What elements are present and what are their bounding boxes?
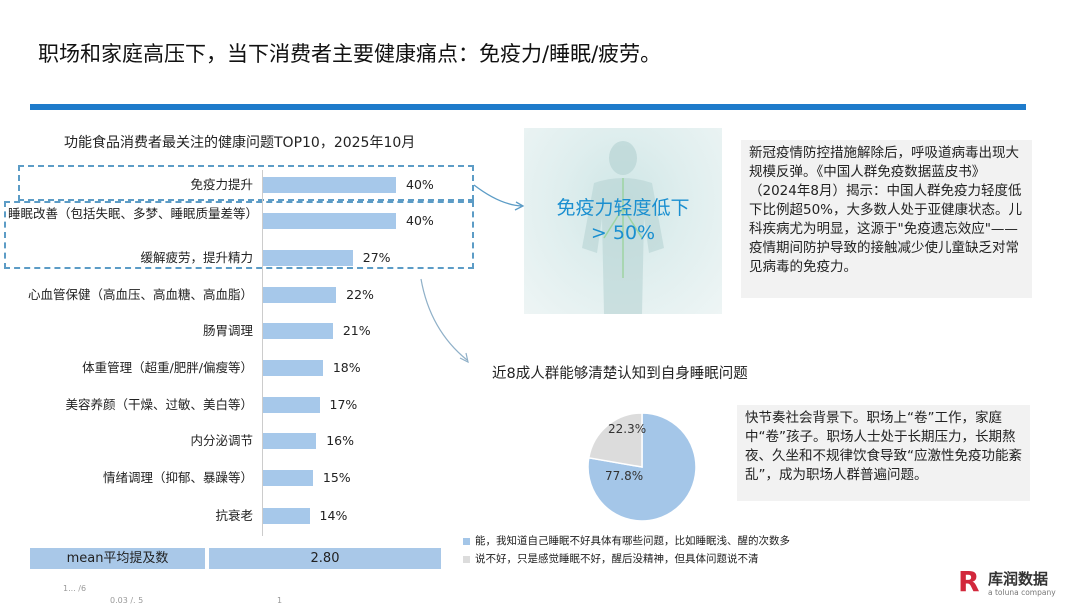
mean-value: 2.80 bbox=[209, 548, 441, 569]
bar-value-label: 15% bbox=[322, 470, 351, 485]
legend-label: 说不好，只是感觉睡眠不好，醒后没精神，但具体问题说不清 bbox=[475, 553, 759, 565]
bar bbox=[263, 360, 323, 376]
bar bbox=[263, 213, 396, 229]
bar-value-label: 27% bbox=[362, 250, 391, 265]
bar-category-label: 心血管保健（高血压、高血糖、高血脂） bbox=[27, 287, 253, 302]
bar bbox=[263, 433, 317, 449]
bar-value-label: 21% bbox=[342, 323, 371, 338]
footnote: 1... /6 bbox=[63, 584, 87, 593]
title-divider bbox=[30, 104, 1026, 110]
highlight-box-immunity bbox=[18, 165, 474, 201]
arrowhead bbox=[514, 201, 525, 211]
arrow-to-image bbox=[473, 184, 523, 207]
pie-value-label: 22.3% bbox=[608, 422, 646, 436]
bar-value-label: 17% bbox=[329, 397, 358, 412]
legend-item-can: 能，我知道自己睡眠不好具体有哪些问题，比如睡眠浅、醒的次数多 bbox=[463, 533, 790, 548]
legend-label: 能，我知道自己睡眠不好具体有哪些问题，比如睡眠浅、醒的次数多 bbox=[475, 535, 790, 547]
legend-swatch bbox=[463, 537, 470, 545]
bar-axis bbox=[262, 170, 263, 536]
bar bbox=[263, 508, 310, 524]
bar bbox=[263, 250, 353, 266]
logo-mark: R bbox=[958, 565, 980, 598]
bar bbox=[263, 323, 333, 339]
bar-value-label: 22% bbox=[346, 287, 374, 302]
bar-category-label: 体重管理（超重/肥胖/偏瘦等） bbox=[82, 360, 253, 375]
bar-category-label: 免疫力提升 bbox=[190, 177, 253, 192]
bar-category-label: 肠胃调理 bbox=[202, 323, 253, 338]
mean-label: mean平均提及数 bbox=[30, 548, 205, 569]
slide-title: 职场和家庭高压下，当下消费者主要健康痛点：免疫力/睡眠/疲劳。 bbox=[38, 42, 662, 66]
bar bbox=[263, 177, 396, 193]
logo-name: 库润数据 bbox=[988, 570, 1049, 588]
pie-slice bbox=[587, 412, 643, 468]
bar-category-label: 内分泌调节 bbox=[190, 433, 253, 448]
immunity-illustration: 免疫力轻度低下 > 50% bbox=[524, 128, 722, 314]
bar bbox=[263, 397, 320, 413]
bar-category-label: 睡眠改善（包括失眠、多梦、睡眠质量差等） bbox=[8, 206, 259, 221]
footnote: 1 bbox=[277, 596, 283, 605]
bar bbox=[263, 287, 337, 303]
pie-chart: 77.8% 22.3% bbox=[587, 412, 697, 522]
legend-item-unsure: 说不好，只是感觉睡眠不好，醒后没精神，但具体问题说不清 bbox=[463, 551, 759, 566]
arrowhead bbox=[459, 352, 469, 364]
bar bbox=[263, 470, 313, 486]
human-body-icon bbox=[582, 141, 664, 314]
pie-chart-title: 近8成人群能够清楚认知到自身睡眠问题 bbox=[492, 366, 748, 382]
workplace-textbox: 快节奏社会背景下。职场上“卷”工作，家庭中“卷”孩子。职场人士处于长期压力，长期… bbox=[737, 405, 1030, 501]
highlight-box-sleep-fatigue bbox=[4, 201, 474, 269]
image-headline: 免疫力轻度低下 bbox=[556, 197, 690, 219]
arrow-to-pie bbox=[420, 278, 468, 361]
bar-value-label: 40% bbox=[406, 213, 434, 228]
bar-category-label: 缓解疲劳，提升精力 bbox=[140, 250, 253, 265]
logo-tagline: a toluna company bbox=[988, 588, 1056, 597]
immunity-textbox: 新冠疫情防控措施解除后，呼吸道病毒出现大规模反弹。《中国人群免疫数据蓝皮书》（2… bbox=[741, 140, 1032, 298]
bar-chart-title: 功能食品消费者最关注的健康问题TOP10，2025年10月 bbox=[64, 135, 416, 151]
bar-value-label: 40% bbox=[406, 177, 434, 192]
pie-value-label: 77.8% bbox=[605, 469, 643, 483]
bar-value-label: 18% bbox=[332, 360, 361, 375]
bar-value-label: 14% bbox=[319, 508, 348, 523]
bar-category-label: 美容养颜（干燥、过敏、美白等） bbox=[65, 397, 253, 412]
legend-swatch bbox=[463, 555, 470, 563]
bar-category-label: 抗衰老 bbox=[215, 508, 253, 523]
bar-value-label: 16% bbox=[326, 433, 354, 448]
company-logo: R 库润数据 a toluna company bbox=[958, 567, 1068, 603]
bar-category-label: 情绪调理（抑郁、暴躁等） bbox=[102, 470, 253, 485]
footnote: 0.03 /. 5 bbox=[110, 596, 144, 605]
image-stat: > 50% bbox=[590, 222, 656, 244]
